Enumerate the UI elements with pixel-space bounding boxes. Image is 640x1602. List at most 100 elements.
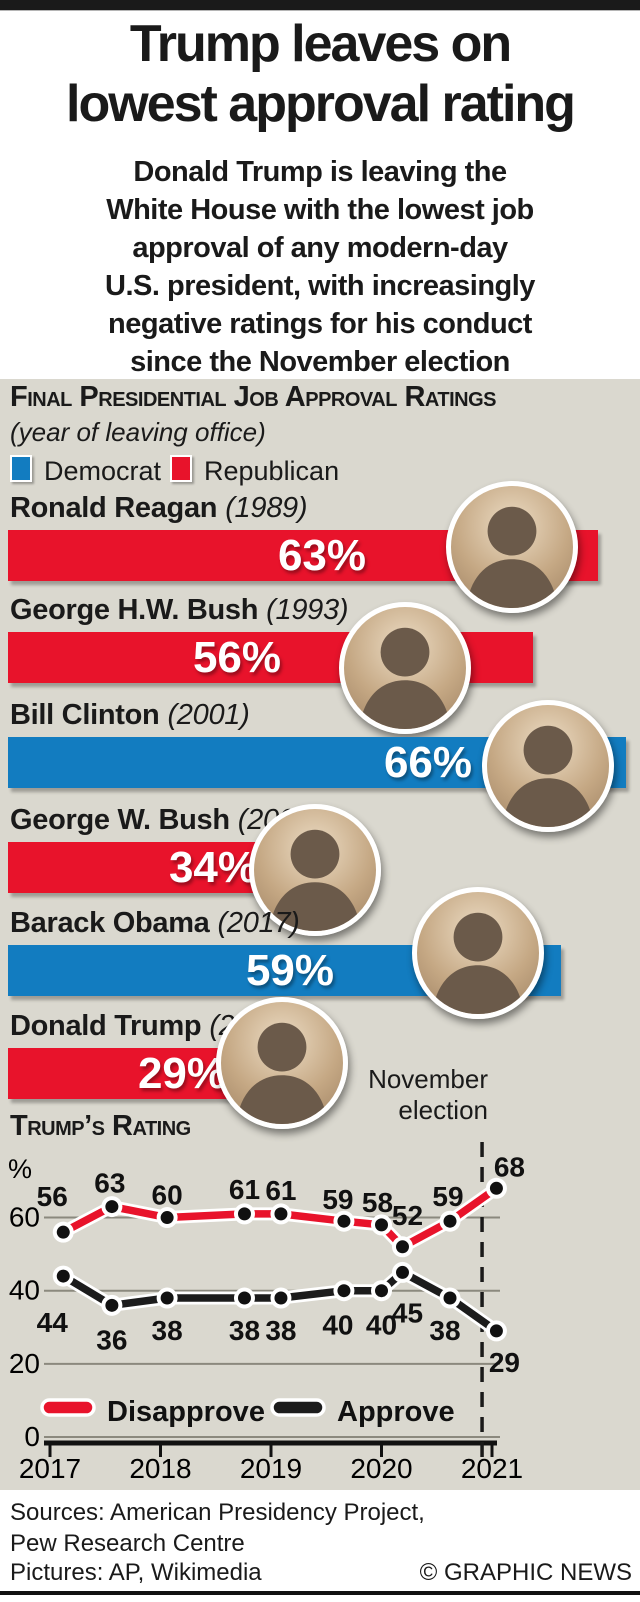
approve-data-label-2: 38 [152,1315,183,1346]
approve-data-label-5: 40 [322,1310,353,1341]
disapprove-marker-2 [160,1211,174,1225]
approve-data-label-0: 44 [37,1307,69,1338]
photo-donald-trump [216,997,348,1129]
democrat-legend-swatch [10,455,32,482]
page-title: Trump leaves on lowest approval rating [66,15,576,133]
president-name: Donald Trump [10,1010,202,1042]
y-tick-label-20: 20 [9,1348,40,1379]
disapprove-marker-9 [489,1181,503,1195]
graphic-news-credit: © GRAPHIC NEWS [419,1559,632,1586]
disapprove-marker-4 [274,1207,288,1221]
person-silhouette-icon [359,627,451,729]
disapprove-data-label-0: 56 [37,1181,68,1212]
democrat-legend-label: Democrat [44,456,162,486]
x-tick-label-2018: 2018 [129,1453,191,1484]
person-silhouette-icon [236,1022,328,1124]
approval-value-barack-obama: 59% [245,946,335,995]
president-label-ronald-reagan: Ronald Reagan (1989) [10,492,308,525]
approve-data-label-6: 40 [366,1310,397,1341]
disapprove-marker-8 [443,1214,457,1228]
approval-value-ronald-reagan: 63% [277,531,367,580]
disapprove-line [59,1184,501,1251]
november-election-annotation: November election [368,1064,488,1125]
president-name: Barack Obama [10,907,210,939]
president-name: George H.W. Bush [10,594,259,626]
person-silhouette-icon [432,912,524,1014]
president-leaving-year: (2017) [217,907,300,939]
disapprove-data-label-8: 59 [432,1181,463,1212]
x-tick-label-2019: 2019 [240,1453,302,1484]
x-tick-label-2020: 2020 [350,1453,412,1484]
y-axis-unit-label: % [8,1154,32,1184]
approval-value-george-w-bush: 34% [168,843,258,892]
approval-value-donald-trump: 29% [137,1049,227,1098]
approve-data-label-3: 38 [229,1315,260,1346]
sources-text: Sources: American Presidency Project, Pe… [10,1499,425,1557]
disapprove-data-label-1: 63 [94,1168,125,1199]
disapprove-data-label-6: 58 [362,1187,393,1218]
approval-value-george-h-w-bush: 56% [192,633,282,682]
approve-marker-7 [395,1265,409,1279]
approve-data-label-9: 29 [489,1347,520,1378]
approve-marker-6 [375,1284,388,1298]
republican-legend-swatch [170,455,192,482]
approve-marker-3 [237,1291,251,1305]
person-silhouette-icon [269,829,361,931]
trend-chart-heading: Trump’s Rating [10,1110,191,1142]
disapprove-legend-swatch [40,1398,96,1417]
approve-marker-0 [56,1269,70,1283]
disapprove-marker-5 [337,1214,351,1228]
approve-marker-1 [105,1298,119,1312]
disapprove-data-label-7: 52 [392,1200,423,1231]
photo-george-h-w-bush [339,602,471,734]
president-name: Ronald Reagan [10,492,218,524]
approve-line [59,1268,501,1335]
x-tick-label-2017: 2017 [19,1453,81,1484]
photo-george-w-bush [249,804,381,936]
president-label-george-w-bush: George W. Bush(2009) [10,804,320,837]
person-silhouette-icon [502,725,594,827]
disapprove-legend-label: Disapprove [107,1396,265,1428]
approve-data-label-1: 36 [96,1324,127,1355]
president-label-george-h-w-bush: George H.W. Bush (1993) [10,594,349,627]
president-name: George W. Bush [10,804,230,836]
president-name: Bill Clinton [10,699,160,731]
photo-bill-clinton [482,700,614,832]
approve-marker-5 [337,1284,351,1298]
approve-legend-swatch [270,1398,326,1417]
approve-data-label-7: 45 [392,1297,423,1328]
approve-marker-4 [274,1291,288,1305]
pictures-credit-text: Pictures: AP, Wikimedia [10,1559,262,1586]
y-tick-label-0: 0 [24,1421,40,1452]
photo-ronald-reagan [446,481,578,613]
disapprove-marker-6 [375,1218,388,1232]
disapprove-marker-1 [105,1200,119,1214]
person-silhouette-icon [466,506,558,608]
president-leaving-year: (1989) [225,492,308,524]
republican-legend-label: Republican [204,456,340,486]
approve-marker-2 [160,1291,174,1305]
disapprove-marker-7 [395,1240,409,1254]
disapprove-data-label-4: 61 [265,1175,296,1206]
president-leaving-year: (1993) [266,594,349,626]
approve-legend-label: Approve [337,1396,455,1428]
x-tick-label-2021: 2021 [461,1453,523,1484]
intro-text: Donald Trump is leaving the White House … [105,156,535,378]
photo-barack-obama [412,887,544,1019]
president-leaving-year: (2001) [167,699,250,731]
approve-data-label-4: 38 [265,1315,296,1346]
president-label-barack-obama: Barack Obama (2017) [10,907,300,940]
section-heading: Final Presidential Job Approval Ratings [10,381,497,413]
y-tick-label-40: 40 [9,1275,40,1306]
disapprove-data-label-9: 68 [494,1151,525,1182]
y-tick-label-60: 60 [9,1202,40,1233]
section-subheading: (year of leaving office) [10,417,266,447]
approve-marker-9 [489,1324,503,1338]
disapprove-marker-0 [56,1225,70,1239]
president-label-bill-clinton: Bill Clinton (2001) [10,699,250,732]
disapprove-data-label-5: 59 [322,1184,353,1215]
approval-value-bill-clinton: 66% [383,738,473,787]
disapprove-data-label-3: 61 [229,1174,260,1205]
